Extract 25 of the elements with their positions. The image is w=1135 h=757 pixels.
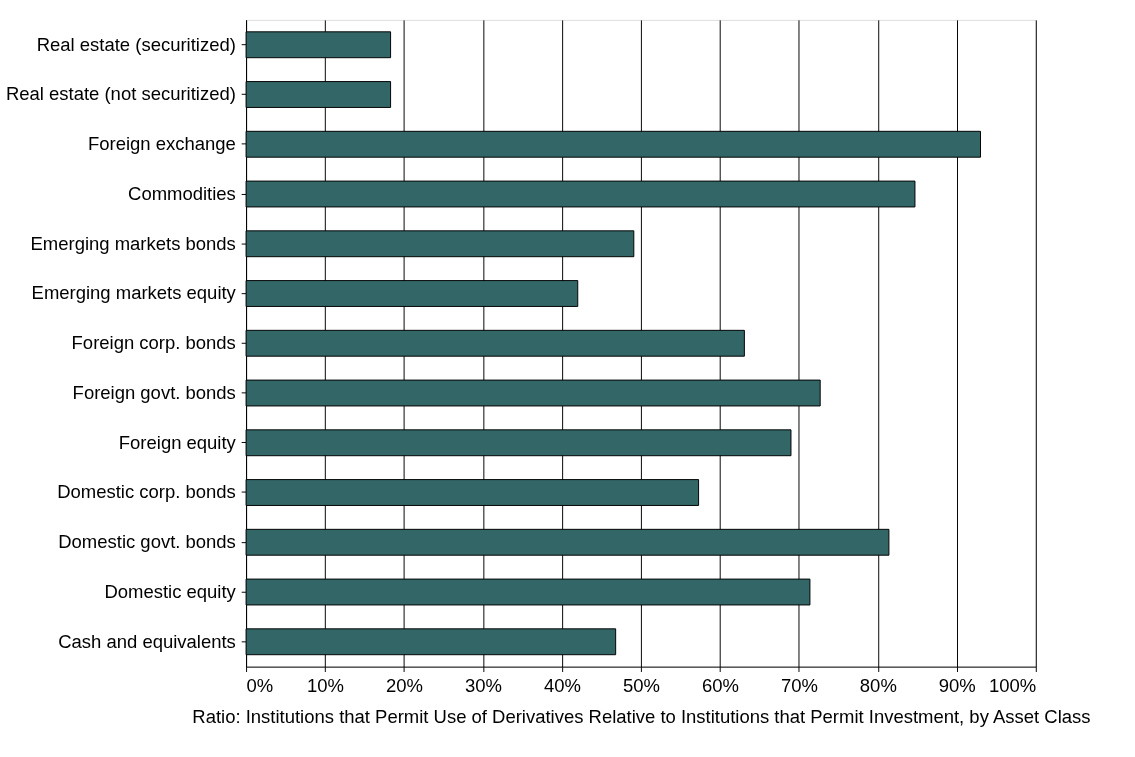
x-tick-label: 0%	[246, 675, 274, 697]
y-tick-label: Domestic govt. bonds	[58, 531, 236, 553]
y-tick-label: Real estate (not securitized)	[5, 83, 236, 105]
y-tick-label: Foreign govt. bonds	[72, 381, 236, 403]
y-tick-label: Real estate (securitized)	[36, 33, 236, 55]
x-tick-label: 50%	[622, 675, 660, 697]
x-tick-label: 30%	[464, 675, 502, 697]
y-tick-label: Foreign corp. bonds	[71, 332, 236, 354]
x-tick-label: 100%	[989, 675, 1037, 697]
x-tick-label: 10%	[307, 675, 345, 697]
y-tick-label: Foreign equity	[118, 431, 237, 453]
y-tick-label: Domestic equity	[104, 580, 237, 602]
x-tick-label: 90%	[938, 675, 976, 697]
y-tick-label: Foreign exchange	[87, 133, 236, 155]
x-axis-title: Ratio: Institutions that Permit Use of Derivatives Relative to Institutions that Permit Investment, by Asset Class	[192, 705, 1091, 727]
y-tick-label: Emerging markets equity	[31, 282, 237, 304]
y-tick-label: Domestic corp. bonds	[57, 481, 236, 503]
x-tick-label: 80%	[859, 675, 897, 697]
x-tick-label: 20%	[386, 675, 423, 697]
x-tick-label: 60%	[701, 675, 739, 697]
x-tick-label: 70%	[780, 675, 818, 697]
y-tick-label: Emerging markets bonds	[30, 232, 236, 254]
y-tick-label: Commodities	[128, 182, 236, 204]
y-tick-label: Cash and equivalents	[58, 630, 236, 652]
x-tick-label: 40%	[543, 675, 581, 697]
